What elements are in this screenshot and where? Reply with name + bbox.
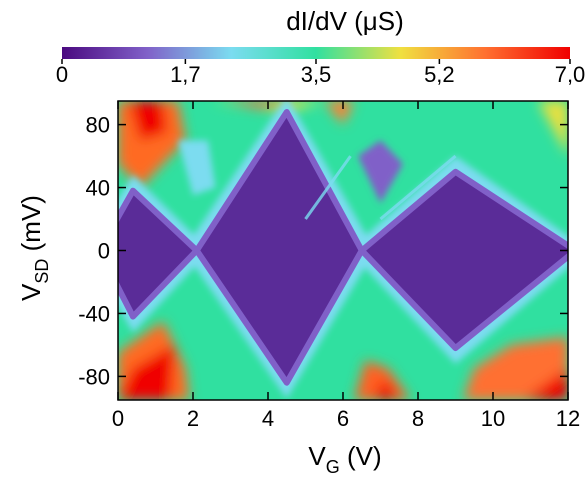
x-tick-label: 8 (412, 406, 424, 431)
heatmap-area (118, 101, 568, 400)
y-axis-label-unit: (mV) (16, 195, 46, 251)
x-axis-label-main: V (308, 441, 326, 471)
high-conductance-region (118, 101, 186, 188)
x-tick-label: 2 (187, 406, 199, 431)
coulomb-diamond (358, 168, 568, 352)
y-tick-label: 40 (86, 176, 110, 201)
colorbar-tick-label: 0 (56, 62, 68, 87)
colorbar-tick-label: 7,0 (555, 62, 586, 87)
secondary-line (304, 155, 352, 220)
colorbar-ticks: 0 1,7 3,5 5,2 7,0 (56, 59, 585, 87)
high-conductance-region (463, 337, 568, 400)
high-conductance-region (373, 379, 400, 400)
y-tick-label: 80 (86, 113, 110, 138)
y-axis-label-subscript: SD (32, 259, 52, 284)
x-axis: 0 2 4 6 8 10 12 (112, 101, 580, 431)
high-conductance-region (324, 101, 355, 125)
y-tick-label: -80 (78, 364, 110, 389)
high-conductance-region (354, 360, 411, 400)
high-conductance-region (118, 344, 175, 400)
x-axis-label-unit: (V) (347, 441, 382, 471)
x-tick-label: 6 (337, 406, 349, 431)
excited-state-feature (178, 140, 216, 196)
x-axis-label-subscript: G (326, 457, 340, 477)
colorbar-label: dI/dV (μS) (286, 6, 404, 36)
colorbar-tick-label: 3,5 (301, 62, 332, 87)
x-tick-label: 10 (481, 406, 505, 431)
x-axis-label: VG (V) (308, 441, 381, 477)
colorbar-tick-label: 1,7 (170, 62, 201, 87)
y-tick-label: -40 (78, 301, 110, 326)
y-axis-label: VSD (mV) (16, 195, 52, 301)
colorbar-tick-label: 5,2 (424, 62, 455, 87)
secondary-line (379, 154, 457, 221)
high-conductance-region (129, 101, 167, 141)
y-axis: 80 40 0 -40 -80 (78, 113, 568, 389)
x-tick-label: 0 (112, 406, 124, 431)
y-tick-label: 0 (98, 239, 110, 264)
colorbar (62, 47, 570, 59)
y-axis-label-main: V (16, 283, 46, 301)
x-tick-label: 4 (262, 406, 274, 431)
excited-state-feature (358, 140, 403, 204)
high-conductance-region (538, 101, 568, 157)
x-tick-label: 12 (556, 406, 580, 431)
high-conductance-region (223, 101, 298, 109)
high-conductance-region (523, 368, 568, 400)
